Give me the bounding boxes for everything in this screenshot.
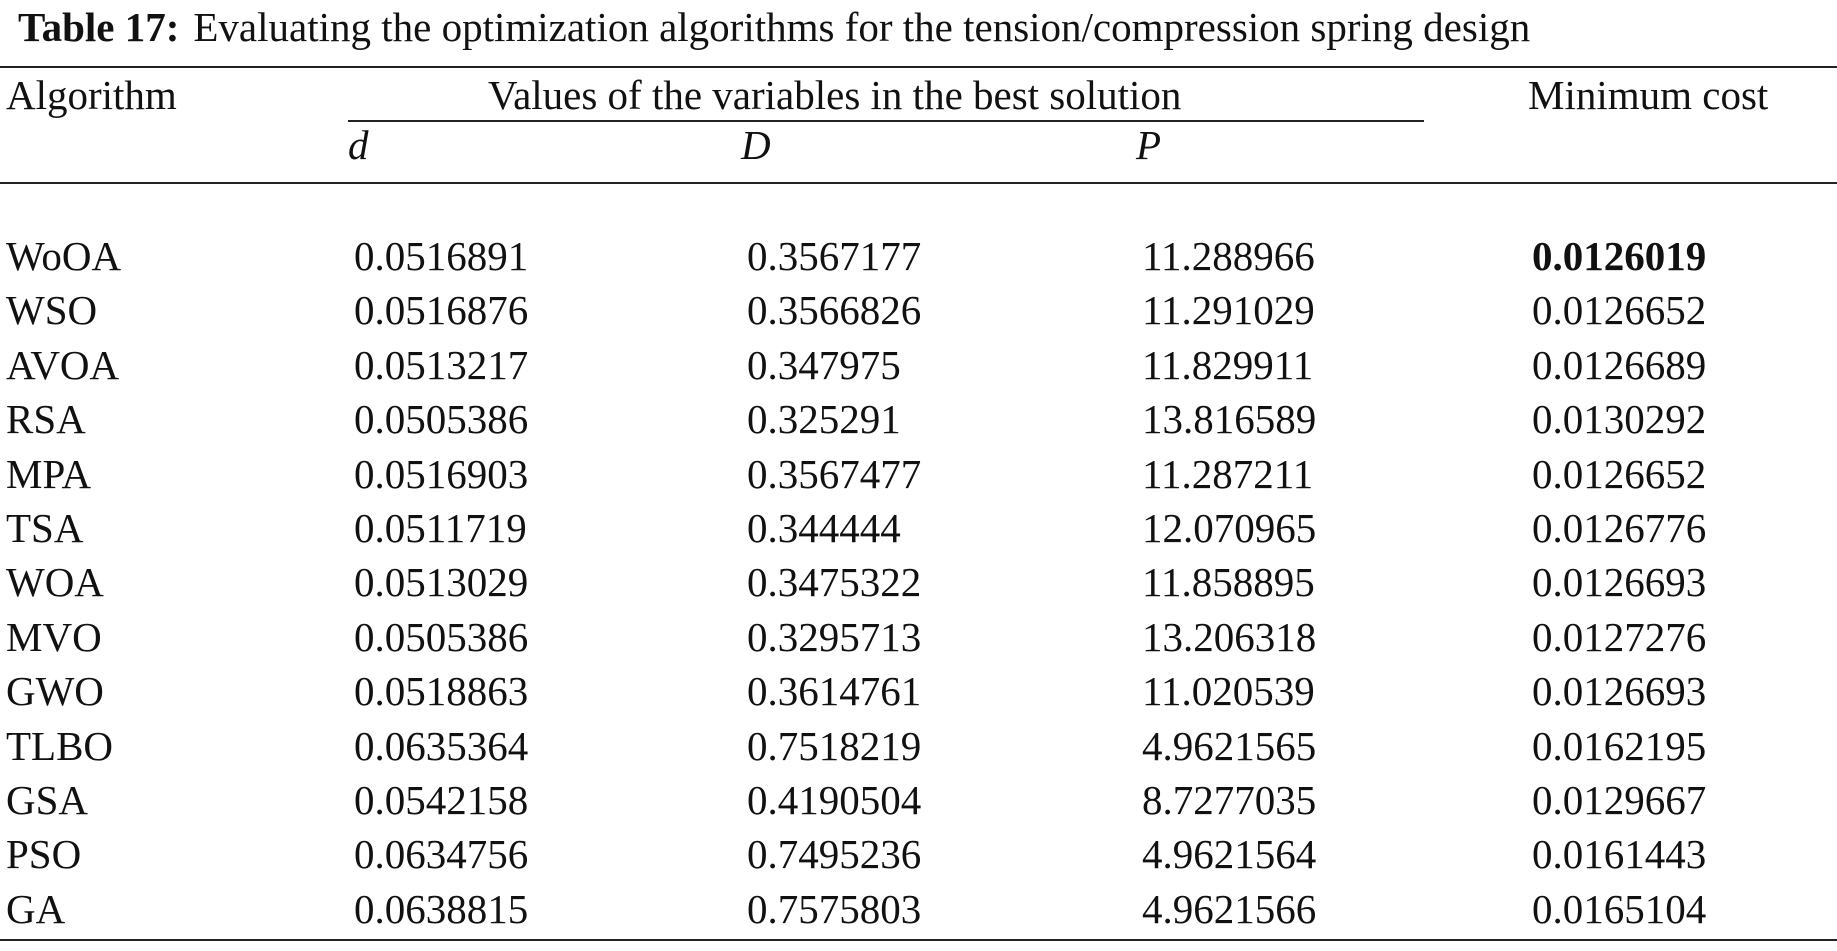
cell-d: 0.0505386 (354, 396, 529, 443)
cell-d: 0.0516891 (354, 233, 529, 279)
table-row: WSO 0.0516876 0.3566826 11.291029 0.0126652 (0, 283, 1837, 337)
table-caption: Table 17: Evaluating the optimization alg… (18, 2, 1818, 52)
cell-algorithm: WoOA (6, 233, 122, 279)
cell-minimum-cost: 0.0162195 (1532, 722, 1707, 769)
header-minimum-cost: Minimum cost (1528, 72, 1769, 118)
cell-d: 0.0505386 (354, 613, 529, 660)
cell-d: 0.0635364 (354, 722, 529, 769)
cell-d: 0.0542158 (354, 777, 529, 824)
cell-algorithm: MPA (6, 450, 92, 497)
cell-algorithm: WOA (6, 559, 104, 606)
cell-D-upper: 0.3567477 (747, 450, 922, 497)
cell-minimum-cost: 0.0126689 (1532, 341, 1707, 388)
cell-P: 11.858895 (1142, 559, 1315, 606)
cell-P: 8.7277035 (1142, 777, 1317, 824)
cell-D-upper: 0.7575803 (747, 885, 922, 932)
cell-algorithm: RSA (6, 396, 86, 443)
table-row: PSO 0.0634756 0.7495236 4.9621564 0.0161443 (0, 827, 1837, 881)
cell-minimum-cost: 0.0130292 (1532, 396, 1707, 443)
cell-minimum-cost: 0.0165104 (1532, 885, 1707, 932)
table-row: RSA 0.0505386 0.325291 13.816589 0.0130292 (0, 392, 1837, 446)
table-row: TLBO 0.0635364 0.7518219 4.9621565 0.0162195 (0, 719, 1837, 773)
cell-D-upper: 0.4190504 (747, 777, 922, 824)
cell-D-upper: 0.3567177 (747, 233, 922, 279)
cell-d: 0.0511719 (354, 505, 527, 552)
cell-D-upper: 0.3475322 (747, 559, 922, 606)
cell-P: 4.9621566 (1142, 885, 1317, 932)
table-row: GWO 0.0518863 0.3614761 11.020539 0.0126693 (0, 664, 1837, 718)
top-rule (0, 66, 1837, 68)
cell-P: 11.829911 (1142, 341, 1314, 388)
cell-algorithm: PSO (6, 831, 82, 878)
cell-d: 0.0513217 (354, 341, 529, 388)
table-row: TSA 0.0511719 0.344444 12.070965 0.0126776 (0, 501, 1837, 555)
cell-d: 0.0516903 (354, 450, 529, 497)
cell-minimum-cost: 0.0126776 (1532, 505, 1707, 552)
cell-d: 0.0513029 (354, 559, 529, 606)
cell-minimum-cost: 0.0126693 (1532, 668, 1707, 715)
bottom-rule (0, 939, 1837, 941)
cell-P: 11.287211 (1142, 450, 1314, 497)
cell-d: 0.0638815 (354, 885, 529, 932)
cell-D-upper: 0.7518219 (747, 722, 922, 769)
table-row: WOA 0.0513029 0.3475322 11.858895 0.0126693 (0, 555, 1837, 609)
cell-D-upper: 0.3614761 (747, 668, 922, 715)
cell-minimum-cost: 0.0126652 (1532, 287, 1707, 334)
cell-P: 4.9621565 (1142, 722, 1317, 769)
cell-minimum-cost: 0.0126693 (1532, 559, 1707, 606)
table-row: AVOA 0.0513217 0.347975 11.829911 0.0126689 (0, 338, 1837, 392)
cell-P: 11.288966 (1142, 233, 1315, 279)
cell-minimum-cost: 0.0126652 (1532, 450, 1707, 497)
header-algorithm: Algorithm (6, 72, 177, 118)
table-number: Table 17: (18, 4, 180, 50)
header-rule (0, 182, 1837, 184)
cell-algorithm: MVO (6, 613, 102, 660)
cell-algorithm: GSA (6, 777, 89, 824)
cell-P: 13.816589 (1142, 396, 1317, 443)
cell-P: 11.020539 (1142, 668, 1315, 715)
table-row: GA 0.0638815 0.7575803 4.9621566 0.0165104 (0, 882, 1837, 936)
cell-minimum-cost: 0.0126019 (1532, 233, 1707, 279)
cell-algorithm: TSA (6, 505, 84, 552)
header-variables-group: Values of the variables in the best solu… (488, 72, 1182, 118)
cell-P: 11.291029 (1142, 287, 1315, 334)
cell-d: 0.0516876 (354, 287, 529, 334)
cell-minimum-cost: 0.0161443 (1532, 831, 1707, 878)
cell-algorithm: GWO (6, 668, 104, 715)
header-var-D: D (741, 122, 771, 168)
table-row: MPA 0.0516903 0.3567477 11.287211 0.0126652 (0, 447, 1837, 501)
cell-d: 0.0634756 (354, 831, 529, 878)
table-row: GSA 0.0542158 0.4190504 8.7277035 0.0129667 (0, 773, 1837, 827)
cell-P: 4.9621564 (1142, 831, 1317, 878)
header-var-d: d (348, 122, 369, 168)
table-row: MVO 0.0505386 0.3295713 13.206318 0.0127276 (0, 610, 1837, 664)
table-title: Evaluating the optimization algorithms f… (193, 4, 1531, 50)
cell-D-upper: 0.325291 (747, 396, 901, 443)
results-table: WoOA 0.0516891 0.3567177 11.288966 0.0126019… (0, 229, 1837, 936)
header-var-P: P (1136, 122, 1162, 168)
cell-algorithm: GA (6, 885, 66, 932)
group-underline (348, 120, 1424, 122)
cell-P: 13.206318 (1142, 613, 1317, 660)
cell-d: 0.0518863 (354, 668, 529, 715)
cell-P: 12.070965 (1142, 505, 1317, 552)
table-row: WoOA 0.0516891 0.3567177 11.288966 0.0126019 (0, 229, 1837, 283)
cell-D-upper: 0.347975 (747, 341, 901, 388)
cell-algorithm: AVOA (6, 341, 120, 388)
cell-algorithm: TLBO (6, 722, 114, 769)
cell-D-upper: 0.344444 (747, 505, 901, 552)
cell-D-upper: 0.3295713 (747, 613, 922, 660)
cell-minimum-cost: 0.0129667 (1532, 777, 1707, 824)
cell-D-upper: 0.3566826 (747, 287, 922, 334)
cell-algorithm: WSO (6, 287, 98, 334)
cell-D-upper: 0.7495236 (747, 831, 922, 878)
cell-minimum-cost: 0.0127276 (1532, 613, 1707, 660)
